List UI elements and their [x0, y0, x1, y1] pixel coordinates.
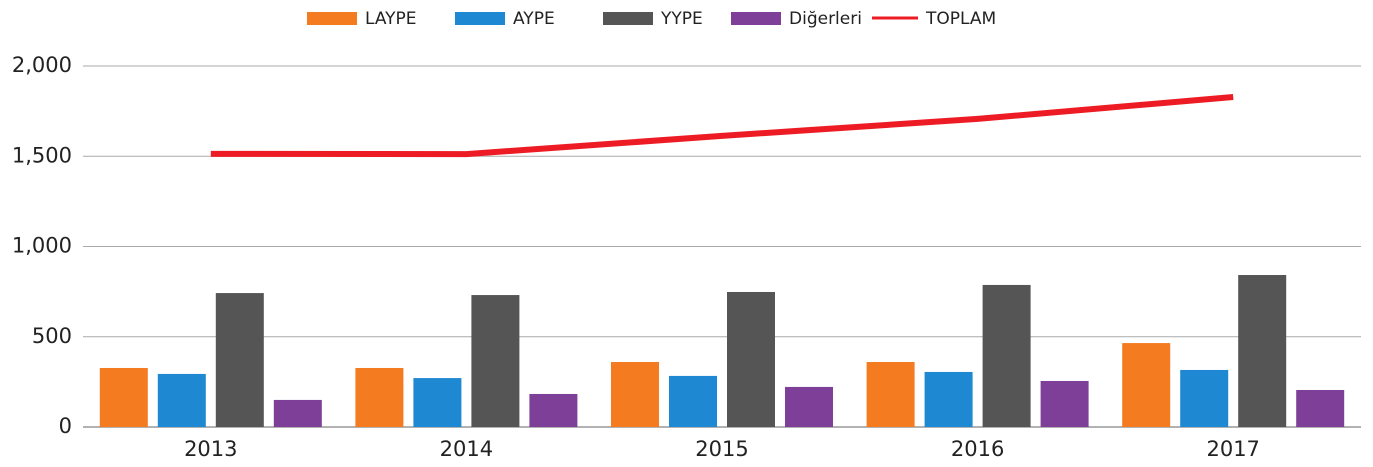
- legend-label: LAYPE: [365, 9, 417, 29]
- y-tick-label: 0: [59, 414, 72, 438]
- x-tick-label: 2015: [695, 437, 748, 461]
- bar: [727, 291, 775, 427]
- bar: [866, 362, 915, 427]
- x-tick-label: 2013: [184, 437, 237, 461]
- x-tick-label: 2017: [1206, 437, 1259, 461]
- bar: [471, 295, 520, 427]
- legend-swatch: [455, 12, 505, 25]
- bar: [99, 367, 148, 427]
- bar: [1238, 275, 1287, 427]
- x-tick-label: 2014: [440, 437, 493, 461]
- legend-label: YYPE: [660, 9, 703, 29]
- legend-swatch: [731, 12, 781, 25]
- legend-swatch: [307, 12, 357, 25]
- x-tick-label: 2016: [951, 437, 1004, 461]
- bar: [1040, 380, 1089, 427]
- legend-label: AYPE: [513, 9, 555, 29]
- bar: [924, 371, 973, 427]
- y-tick-label: 1,500: [12, 143, 72, 167]
- legend-label: TOPLAM: [925, 9, 996, 29]
- bar: [413, 378, 462, 427]
- legend-swatch: [603, 12, 653, 25]
- bar: [669, 375, 717, 427]
- bar: [1180, 369, 1229, 427]
- bar: [529, 393, 578, 427]
- y-tick-label: 500: [32, 324, 72, 348]
- bar: [157, 373, 206, 427]
- line: [210, 94, 1234, 158]
- bar: [215, 293, 264, 427]
- y-tick-label: 1,000: [12, 234, 72, 258]
- bar: [355, 367, 404, 427]
- legend-label: Diğerleri: [789, 9, 862, 29]
- bar: [611, 362, 659, 427]
- bar: [785, 386, 833, 427]
- bar: [1296, 389, 1345, 427]
- bar: [273, 399, 322, 427]
- bar: [1122, 343, 1171, 427]
- y-tick-label: 2,000: [12, 53, 72, 77]
- bar: [982, 284, 1031, 427]
